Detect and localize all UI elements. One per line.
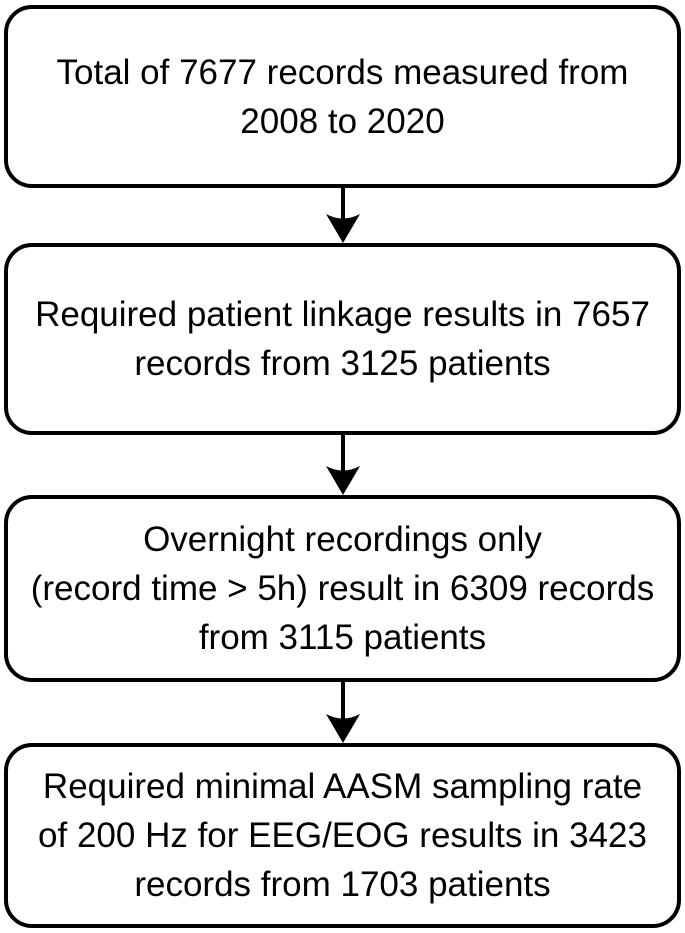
flow-step-total-records-label: Total of 7677 records measured from 2008… — [56, 52, 629, 141]
flow-step-total-records: Total of 7677 records measured from 2008… — [4, 5, 681, 188]
flow-step-overnight-recordings: Overnight recordings only (record time >… — [4, 495, 681, 682]
flow-step-sampling-rate-label: Required minimal AASM sampling rate of 2… — [38, 767, 647, 904]
flow-step-sampling-rate: Required minimal AASM sampling rate of 2… — [4, 743, 681, 928]
flow-step-patient-linkage: Required patient linkage results in 7657… — [4, 243, 681, 435]
flow-step-patient-linkage-label: Required patient linkage results in 7657… — [35, 295, 650, 383]
down-arrow-icon — [325, 188, 360, 243]
down-arrow-icon — [325, 435, 360, 495]
down-arrow-icon — [325, 682, 360, 743]
flow-step-overnight-recordings-label: Overnight recordings only (record time >… — [30, 520, 655, 657]
